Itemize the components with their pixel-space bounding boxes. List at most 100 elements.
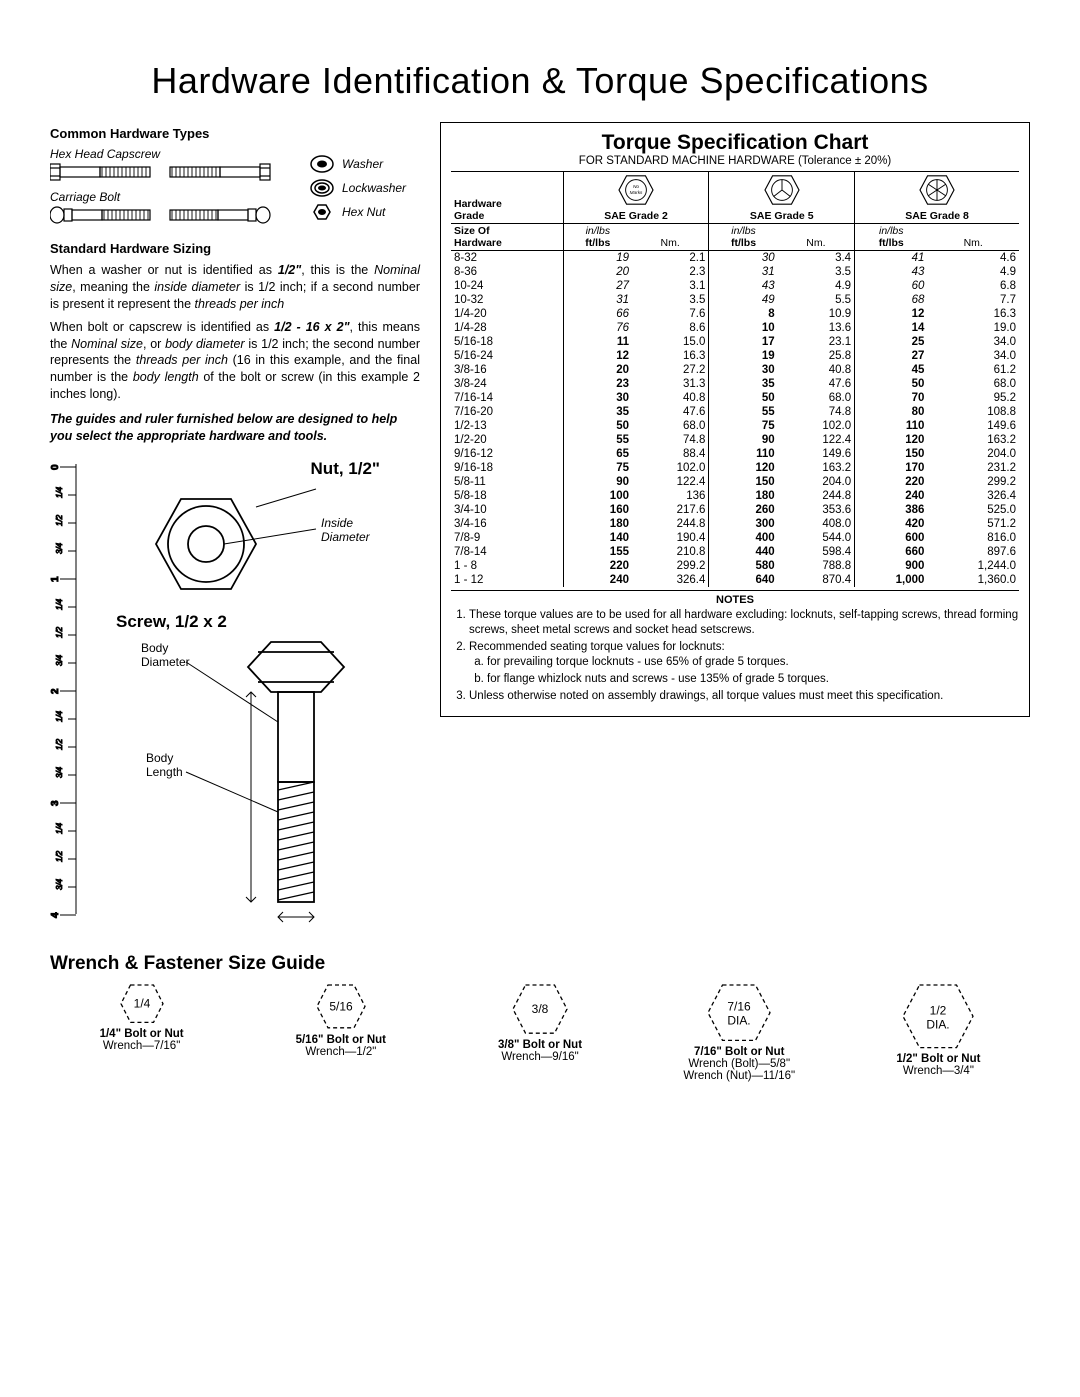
svg-text:Length: Length xyxy=(146,765,183,779)
grade-header-row: HardwareGrade NoMarks SAE Grade 2 SAE Gr… xyxy=(451,172,1019,224)
svg-text:Marks: Marks xyxy=(630,190,643,196)
torque-table: HardwareGrade NoMarks SAE Grade 2 SAE Gr… xyxy=(451,171,1019,587)
grade8-hex-icon xyxy=(918,173,956,207)
note-2b: for flange whizlock nuts and screws - us… xyxy=(487,672,1019,687)
svg-text:1/2: 1/2 xyxy=(55,850,64,862)
svg-text:1/4: 1/4 xyxy=(55,822,64,834)
svg-text:1/4: 1/4 xyxy=(55,710,64,722)
svg-text:3/4: 3/4 xyxy=(55,878,64,890)
helper-note: The guides and ruler furnished below are… xyxy=(50,411,420,445)
svg-text:7/16: 7/16 xyxy=(728,999,752,1013)
note-2: Recommended seating torque values for lo… xyxy=(469,640,1019,687)
torque-chart: Torque Specification Chart FOR STANDARD … xyxy=(440,122,1030,717)
table-row: 1 - 12240326.4640870.41,0001,360.0 xyxy=(451,573,1019,587)
grade5-hex-icon xyxy=(763,173,801,207)
table-row: 7/16-203547.65574.880108.8 xyxy=(451,405,1019,419)
hexnut-label: Hex Nut xyxy=(342,205,385,219)
svg-text:3/8: 3/8 xyxy=(532,1002,549,1016)
wrench-section: Wrench & Fastener Size Guide 1/4 1/4" Bo… xyxy=(50,953,1030,1082)
svg-text:1/4: 1/4 xyxy=(55,598,64,610)
page-title: Hardware Identification & Torque Specifi… xyxy=(50,60,1030,102)
table-row: 3/4-16180244.8300408.0420571.2 xyxy=(451,517,1019,531)
common-hw-heading: Common Hardware Types xyxy=(50,126,420,141)
table-row: 7/8-14155210.8440598.4660897.6 xyxy=(451,545,1019,559)
svg-text:3: 3 xyxy=(50,800,61,806)
table-row: 1/4-28768.61013.61419.0 xyxy=(451,321,1019,335)
screw-label: Screw, 1/2 x 2 xyxy=(116,612,420,632)
hex-capscrew-icon xyxy=(50,161,280,183)
table-row: 7/16-143040.85068.07095.2 xyxy=(451,391,1019,405)
hw-row-top: Hex Head Capscrew Carr xyxy=(50,147,420,229)
svg-text:1/4: 1/4 xyxy=(55,486,64,498)
grade5-label: SAE Grade 5 xyxy=(750,210,814,222)
table-row: 5/16-181115.01723.12534.0 xyxy=(451,335,1019,349)
wrench-item: 7/16DIA. 7/16" Bolt or NutWrench (Bolt)—… xyxy=(648,983,831,1082)
note-3: Unless otherwise noted on assembly drawi… xyxy=(469,689,1019,704)
hex-capscrew-label: Hex Head Capscrew xyxy=(50,147,302,161)
svg-text:0: 0 xyxy=(50,464,61,470)
table-row: 10-24273.1434.9606.8 xyxy=(451,279,1019,293)
table-row: 5/8-18100136180244.8240326.4 xyxy=(451,489,1019,503)
table-row: 5/8-1190122.4150204.0220299.2 xyxy=(451,475,1019,489)
table-row: 5/16-241216.31925.82734.0 xyxy=(451,349,1019,363)
wrench-item: 1/2DIA. 1/2" Bolt or NutWrench—3/4" xyxy=(847,983,1030,1082)
svg-text:DIA.: DIA. xyxy=(728,1013,751,1027)
hardware-types: Hex Head Capscrew Carr xyxy=(50,147,420,229)
table-row: 9/16-126588.4110149.6150204.0 xyxy=(451,447,1019,461)
nut-label: Nut, 1/2" xyxy=(311,459,380,478)
wrench-item: 5/16 5/16" Bolt or NutWrench—1/2" xyxy=(249,983,432,1082)
note-1: These torque values are to be used for a… xyxy=(469,608,1019,638)
sizing-heading: Standard Hardware Sizing xyxy=(50,241,420,256)
svg-text:Diameter: Diameter xyxy=(321,530,371,544)
note-2a: for prevailing torque locknuts - use 65%… xyxy=(487,655,1019,670)
svg-text:4: 4 xyxy=(50,912,61,918)
washer-label: Washer xyxy=(342,157,383,171)
wrench-hex-icon: 1/4 xyxy=(119,983,165,1024)
svg-text:Inside: Inside xyxy=(321,516,353,530)
wrench-hex-icon: 1/2DIA. xyxy=(901,983,975,1050)
chart-title: Torque Specification Chart xyxy=(451,131,1019,155)
wrench-row: 1/4 1/4" Bolt or NutWrench—7/16" 5/16 5/… xyxy=(50,983,1030,1082)
svg-text:1/2: 1/2 xyxy=(930,1003,947,1017)
table-row: 1 - 8220299.2580788.89001,244.0 xyxy=(451,559,1019,573)
wrench-hex-icon: 3/8 xyxy=(511,983,569,1035)
svg-text:1/2: 1/2 xyxy=(55,514,64,526)
diagram-area: 01/41/23/411/41/23/421/41/23/431/41/23/4… xyxy=(50,459,420,935)
ruler-icon: 01/41/23/411/41/23/421/41/23/431/41/23/4… xyxy=(50,459,78,919)
table-row: 3/8-162027.23040.84561.2 xyxy=(451,363,1019,377)
grade2-hex-icon: NoMarks xyxy=(617,173,655,207)
notes-list: These torque values are to be used for a… xyxy=(469,608,1019,704)
svg-text:DIA.: DIA. xyxy=(927,1017,950,1031)
svg-text:1/2: 1/2 xyxy=(55,738,64,750)
lockwasher-icon xyxy=(310,176,334,200)
nut-diagram-icon: Inside Diameter xyxy=(86,479,406,609)
carriage-bolt-icon xyxy=(50,204,280,226)
table-row: 9/16-1875102.0120163.2170231.2 xyxy=(451,461,1019,475)
table-row: 3/8-242331.33547.65068.0 xyxy=(451,377,1019,391)
table-row: 1/2-205574.890122.4120163.2 xyxy=(451,433,1019,447)
screw-diagram-icon: Body Diameter Body Length xyxy=(86,632,406,932)
sizing-p2: When bolt or capscrew is identified as 1… xyxy=(50,319,420,403)
left-column: Common Hardware Types Hex Head Capscrew xyxy=(50,122,420,935)
wrench-item: 1/4 1/4" Bolt or NutWrench—7/16" xyxy=(50,983,233,1082)
wrench-hex-icon: 5/16 xyxy=(315,983,367,1030)
svg-text:1/4: 1/4 xyxy=(133,996,150,1010)
svg-text:5/16: 5/16 xyxy=(329,999,353,1013)
table-row: 8-36202.3313.5434.9 xyxy=(451,265,1019,279)
main-columns: Common Hardware Types Hex Head Capscrew xyxy=(50,122,1030,935)
table-row: 8-32192.1303.4414.6 xyxy=(451,251,1019,266)
grade8-label: SAE Grade 8 xyxy=(905,210,969,222)
table-row: 1/4-20667.6810.91216.3 xyxy=(451,307,1019,321)
chart-subtitle: FOR STANDARD MACHINE HARDWARE (Tolerance… xyxy=(451,155,1019,167)
hexnut-icon xyxy=(310,200,334,224)
lockwasher-label: Lockwasher xyxy=(342,181,406,195)
grade2-label: SAE Grade 2 xyxy=(604,210,668,222)
wrench-title: Wrench & Fastener Size Guide xyxy=(50,953,1030,975)
svg-text:3/4: 3/4 xyxy=(55,654,64,666)
wrench-item: 3/8 3/8" Bolt or NutWrench—9/16" xyxy=(448,983,631,1082)
svg-text:3/4: 3/4 xyxy=(55,542,64,554)
svg-text:1: 1 xyxy=(50,576,61,582)
washer-icon xyxy=(310,152,334,176)
right-column: Torque Specification Chart FOR STANDARD … xyxy=(440,122,1030,935)
table-row: 7/8-9140190.4400544.0600816.0 xyxy=(451,531,1019,545)
